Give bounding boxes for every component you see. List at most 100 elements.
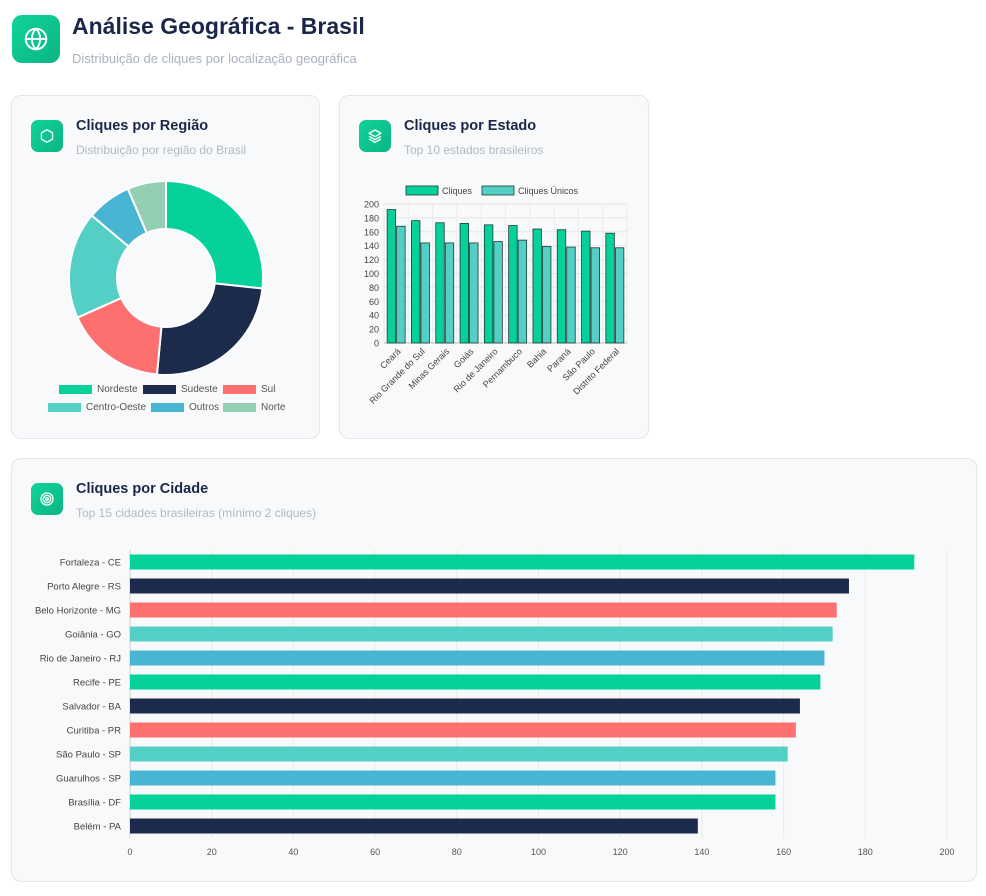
city-bar-chart: 0 20 40 60 80 100 120 140 160 180 200 Fortaleza - C… <box>35 550 955 857</box>
state-card-subtitle: Top 10 estados brasileiros <box>404 143 544 157</box>
bar-sao-paulo-sp[interactable] <box>130 746 788 762</box>
city-card-title: Cliques por Cidade <box>76 481 209 497</box>
bar-cliques-unicos-minas-gerais[interactable] <box>444 242 455 344</box>
bar-cliques-unicos-ceara[interactable] <box>396 225 406 344</box>
legend-swatch <box>59 385 92 394</box>
y-tick-label: 0 <box>374 339 379 349</box>
legend-label: Outros <box>189 402 220 413</box>
y-tick-label: 80 <box>369 283 379 293</box>
page-subtitle: Distribuição de cliques por localização … <box>72 51 357 66</box>
legend-label: Sul <box>261 384 276 395</box>
bar-cliques-unicos-bahia[interactable] <box>542 245 552 344</box>
donut-slice-norte[interactable] <box>126 179 167 235</box>
x-tick-label: 180 <box>858 847 873 857</box>
bar-belo-horizonte-mg[interactable] <box>130 602 837 618</box>
y-tick-label: Brasília - DF <box>68 798 121 809</box>
bar-brasilia-df[interactable] <box>130 794 776 810</box>
y-tick-label: 140 <box>364 241 379 251</box>
bar-salvador-ba[interactable] <box>130 698 800 714</box>
bar-cliques-parana[interactable] <box>556 229 567 344</box>
bar-cliques-unicos-distrito-federal[interactable] <box>614 247 625 344</box>
x-tick-label: 20 <box>207 847 217 857</box>
legend-swatch <box>48 403 81 412</box>
bar-cliques-unicos-rio-de-janeiro[interactable] <box>493 241 503 344</box>
y-tick-label: 200 <box>364 200 379 210</box>
bar-cliques-ceara[interactable] <box>386 209 397 344</box>
state-card-title: Cliques por Estado <box>404 118 537 134</box>
bar-cliques-unicos-pernambuco[interactable] <box>517 239 528 344</box>
bar-cliques-unicos-goias[interactable] <box>469 242 479 344</box>
y-tick-label: Recife - PE <box>73 678 121 689</box>
donut-slice-nordeste[interactable] <box>165 179 264 290</box>
bar-rio-de-janeiro-rj[interactable] <box>130 650 825 666</box>
legend-swatch-cliques[interactable] <box>405 185 439 196</box>
donut-slice-sudeste[interactable] <box>155 282 264 376</box>
y-tick-label: Fortaleza - CE <box>60 558 121 569</box>
bar-cliques-distrito-federal[interactable] <box>605 232 615 344</box>
bar-goiania-go[interactable] <box>130 626 833 642</box>
y-tick-label: Belo Horizonte - MG <box>35 606 121 617</box>
bar-cliques-rio-de-janeiro[interactable] <box>483 224 494 344</box>
legend-item-centro-oeste[interactable]: Centro-Oeste <box>48 402 146 413</box>
y-tick-label: 100 <box>364 269 379 279</box>
x-tick-label: 40 <box>288 847 298 857</box>
legend-item-sudeste[interactable]: Sudeste <box>143 384 218 395</box>
x-tick-label: 160 <box>776 847 791 857</box>
legend-item-outros[interactable]: Outros <box>151 402 219 413</box>
y-tick-label: 180 <box>364 213 379 223</box>
legend-item-sul[interactable]: Sul <box>223 384 275 395</box>
bar-cliques-sao-paulo[interactable] <box>581 230 591 344</box>
bar-curitiba-pr[interactable] <box>130 722 796 738</box>
legend-label: Nordeste <box>97 384 138 395</box>
bar-cliques-bahia[interactable] <box>532 228 542 344</box>
y-tick-label: 40 <box>369 311 379 321</box>
region-donut-chart <box>68 179 264 376</box>
bar-cliques-unicos-rio-grande-do-sul[interactable] <box>420 242 430 344</box>
bar-cliques-goias[interactable] <box>459 223 469 344</box>
y-tick-label: Goiânia - GO <box>65 630 121 641</box>
page-title: Análise Geográfica - Brasil <box>72 13 365 39</box>
bar-cliques-unicos-parana[interactable] <box>566 246 576 344</box>
legend-label: Centro-Oeste <box>86 402 147 413</box>
y-tick-label: Porto Alegre - RS <box>47 582 121 593</box>
x-tick-label: 100 <box>531 847 546 857</box>
region-card: Cliques por Região Distribuição por regi… <box>11 95 320 439</box>
y-tick-label: 160 <box>364 227 379 237</box>
bar-fortaleza-ce[interactable] <box>130 554 915 570</box>
x-tick-label: 200 <box>939 847 954 857</box>
city-card: Cliques por Cidade Top 15 cidades brasil… <box>11 458 977 882</box>
x-tick-label: 120 <box>613 847 628 857</box>
y-tick-label: Guarulhos - SP <box>56 774 121 785</box>
legend-item-norte[interactable]: Norte <box>223 402 285 413</box>
y-tick-label: 60 <box>369 297 379 307</box>
legend-item-nordeste[interactable]: Nordeste <box>59 384 138 395</box>
bar-cliques-unicos-sao-paulo[interactable] <box>590 247 600 344</box>
legend-label: Norte <box>261 402 286 413</box>
bar-cliques-rio-grande-do-sul[interactable] <box>411 220 421 344</box>
target-icon <box>31 483 63 515</box>
region-card-subtitle: Distribuição por região do Brasil <box>76 143 247 157</box>
legend-swatch <box>223 385 256 394</box>
bar-recife-pe[interactable] <box>130 674 821 690</box>
y-tick-label: Curitiba - PR <box>67 726 122 737</box>
globe-icon <box>12 15 60 63</box>
legend-swatch-cliques-unicos[interactable] <box>481 185 515 196</box>
bar-cliques-minas-gerais[interactable] <box>435 222 445 344</box>
city-card-subtitle: Top 15 cidades brasileiras (mínimo 2 cli… <box>76 506 317 520</box>
legend-swatch <box>223 403 256 412</box>
y-tick-label: Salvador - BA <box>62 702 121 713</box>
x-tick-label: 140 <box>694 847 709 857</box>
x-tick-label: 80 <box>452 847 462 857</box>
bar-porto-alegre-rs[interactable] <box>130 578 849 594</box>
x-tick-label: 0 <box>127 847 132 857</box>
bar-guarulhos-sp[interactable] <box>130 770 776 786</box>
y-tick-label: 20 <box>369 325 379 335</box>
bar-belem-pa[interactable] <box>130 818 698 834</box>
legend-label-cliques-unicos: Cliques Únicos <box>518 186 579 196</box>
legend-swatch <box>143 385 176 394</box>
y-tick-label: São Paulo - SP <box>56 750 121 761</box>
bar-cliques-pernambuco[interactable] <box>508 225 518 344</box>
x-tick-label: 60 <box>370 847 380 857</box>
legend-label: Sudeste <box>181 384 218 395</box>
legend-label-cliques: Cliques <box>442 186 473 196</box>
